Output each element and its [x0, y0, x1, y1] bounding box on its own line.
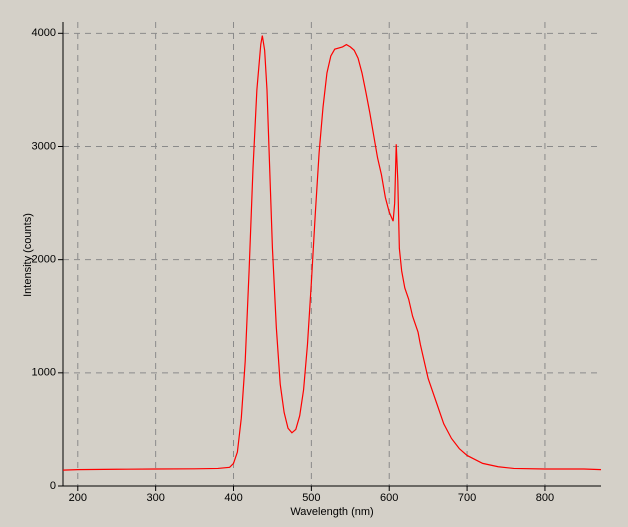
x-tick-label: 700 [458, 492, 476, 504]
x-tick-label: 300 [146, 492, 164, 504]
y-tick-label: 0 [50, 480, 56, 492]
x-tick-label: 200 [69, 492, 87, 504]
x-tick-label: 500 [302, 492, 320, 504]
x-tick-label: 800 [536, 492, 554, 504]
y-tick-label: 1000 [32, 367, 56, 379]
x-tick-label: 400 [224, 492, 242, 504]
x-tick-label: 600 [380, 492, 398, 504]
y-tick-label: 2000 [32, 254, 56, 266]
y-tick-label: 4000 [32, 27, 56, 39]
y-axis-label: Intensity (counts) [22, 213, 34, 297]
spectrum-line [62, 35, 602, 471]
y-tick-label: 3000 [32, 140, 56, 152]
x-axis-label: Wavelength (nm) [290, 506, 373, 518]
